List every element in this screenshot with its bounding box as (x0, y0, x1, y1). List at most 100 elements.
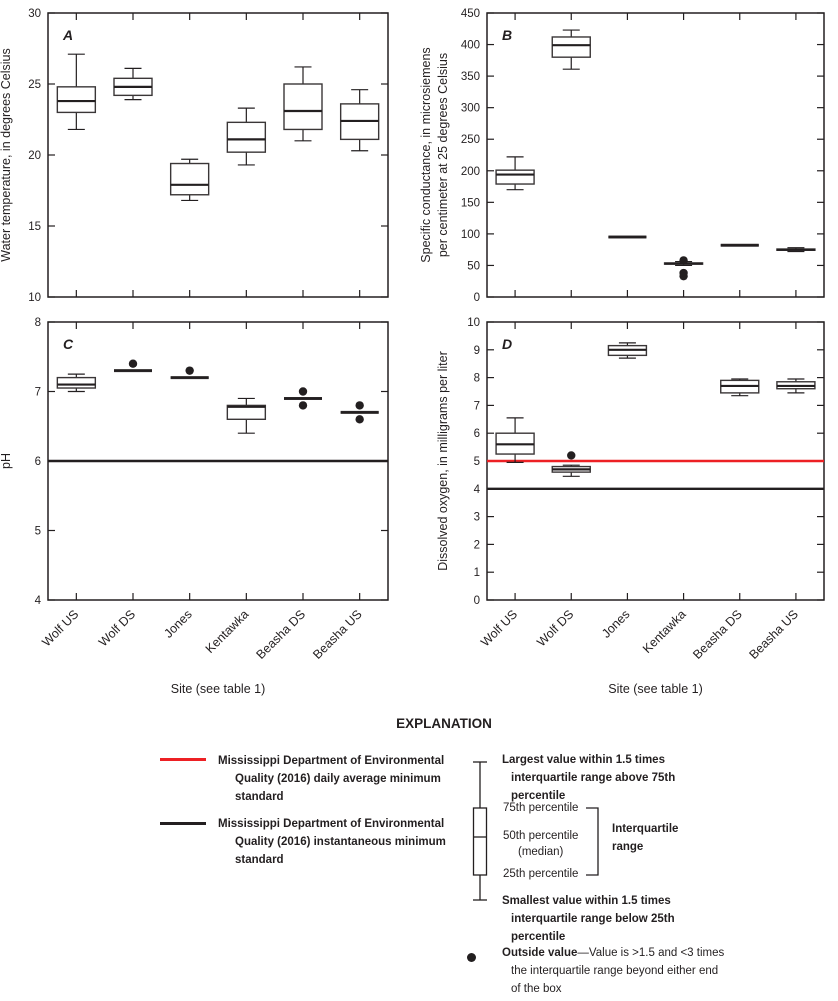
panel-letter: A (62, 27, 73, 43)
outside-value-label: Outside value—Value is >1.5 and <3 times… (502, 944, 727, 998)
y-tick-label: 6 (35, 456, 41, 468)
panel-letter: B (502, 27, 512, 43)
panel-letter: D (502, 336, 512, 352)
x-category-label: Beasha DS (690, 607, 745, 662)
y-tick-label: 2 (474, 539, 480, 551)
outlier-dot (355, 401, 364, 410)
y-axis-title: Dissolved oxygen, in milligrams per lite… (436, 351, 450, 571)
daily-standard-label: Mississippi Department of Environmental … (218, 755, 445, 803)
panel-b-specific-conductance-chart: 0 50 100 150 200 250 300 350 400 450 B Specific con… (419, 8, 825, 304)
box-plot (226, 397, 267, 434)
outside-value-term: Outside value (502, 947, 578, 959)
daily-standard-line-sample (160, 758, 206, 761)
iqr-box (551, 36, 591, 58)
box-plot (283, 66, 323, 142)
iqr-box (283, 83, 323, 131)
x-category-label: Beasha US (310, 607, 365, 662)
x-category-label: Wolf US (39, 607, 81, 649)
y-tick-label: 20 (28, 150, 41, 162)
box-plot (56, 373, 97, 393)
x-category-label: Beasha US (746, 607, 801, 662)
box-plot (776, 378, 816, 394)
iqr-box (226, 404, 267, 421)
y-axis-title: Water temperature, in degrees Celsius (0, 48, 13, 262)
y-tick-label: 100 (461, 229, 480, 241)
box-plot (226, 107, 267, 166)
iqr-box (169, 162, 210, 196)
largest-value-label: Largest value within 1.5 times interquar… (502, 754, 676, 802)
outside-value-desc: —Value is >1.5 and <3 times the interqua… (511, 947, 725, 995)
iqr-bracket-path (586, 807, 599, 876)
x-category-label: Wolf US (478, 607, 520, 649)
y-tick-label: 5 (474, 456, 480, 468)
y-tick-label: 300 (461, 103, 480, 115)
y-tick-label: 0 (474, 595, 480, 607)
x-category-label: Kentawka (640, 607, 689, 656)
y-tick-label: 6 (474, 428, 480, 440)
smallest-value-label: Smallest value within 1.5 times interqua… (502, 895, 675, 943)
plot-frame (486, 12, 825, 298)
y-axis-title: pH (0, 453, 13, 469)
y-tick-label: 4 (474, 484, 481, 496)
y-tick-label: 350 (461, 71, 480, 83)
y-tick-label: 3 (474, 512, 480, 524)
y-tick-label: 200 (461, 166, 480, 178)
key-iqr-box (472, 807, 488, 876)
y-tick-label: 4 (35, 595, 42, 607)
outlier-dot (185, 366, 194, 375)
iqr-box (56, 86, 97, 114)
panel-a-water-temperature-chart: 10 15 20 25 30 A Water temperature, in degrees… (0, 8, 389, 304)
panel-letter: C (63, 336, 74, 352)
panel-c-ph-chart: 4 5 6 7 8 Wolf US Wolf DS Jones Kentawka Beasha D… (0, 317, 389, 696)
x-category-label: Kentawka (203, 607, 252, 656)
y-tick-label: 450 (461, 8, 480, 20)
box-plot (339, 89, 380, 152)
box-plot (56, 53, 97, 131)
box-plot (495, 156, 535, 191)
box-plot (776, 247, 816, 253)
y-tick-label: 10 (467, 317, 480, 329)
y-tick-label: 250 (461, 134, 480, 146)
y-axis-title: per centimeter at 25 degrees Celsius (436, 53, 450, 257)
y-tick-label: 1 (474, 567, 480, 579)
y-tick-label: 7 (474, 400, 480, 412)
x-category-label: Jones (599, 607, 632, 640)
y-tick-label: 9 (474, 345, 480, 357)
iqr-box (226, 121, 267, 153)
outlier-dot (567, 451, 576, 460)
p75-label: 75th percentile (503, 802, 579, 814)
x-category-label: Beasha DS (254, 607, 309, 662)
iqr-label: Interquartile range (612, 823, 679, 853)
iqr-bracket (586, 807, 599, 876)
y-axis-title: Specific conductance, in microsiemens (419, 47, 433, 262)
y-tick-label: 10 (28, 292, 41, 304)
x-category-label: Jones (161, 607, 194, 640)
outlier-dot (679, 256, 688, 265)
plot-frame (47, 12, 389, 298)
y-tick-label: 25 (28, 79, 41, 91)
y-tick-label: 150 (461, 197, 480, 209)
iqr-box (495, 169, 535, 185)
box-plot (113, 67, 153, 101)
y-tick-label: 8 (474, 373, 480, 385)
x-category-label: Wolf DS (96, 607, 138, 649)
median-paren-label: (median) (518, 846, 564, 858)
p50-label: 50th percentile (503, 830, 579, 842)
explanation-title: EXPLANATION (396, 716, 492, 731)
boxplot-key-diagram (472, 761, 488, 901)
iqr-box (56, 376, 97, 389)
x-category-label: Wolf DS (534, 607, 576, 649)
p25-label: 25th percentile (503, 868, 579, 880)
outlier-dot (679, 271, 688, 281)
box-plot (551, 29, 591, 70)
y-tick-label: 50 (467, 260, 480, 272)
box-plot (169, 158, 210, 202)
box-plot (495, 417, 535, 463)
y-tick-label: 5 (35, 526, 41, 538)
outside-value-dot (467, 953, 476, 962)
x-axis-title: Site (see table 1) (171, 682, 266, 696)
y-tick-label: 15 (28, 221, 41, 233)
y-tick-label: 0 (474, 292, 480, 304)
